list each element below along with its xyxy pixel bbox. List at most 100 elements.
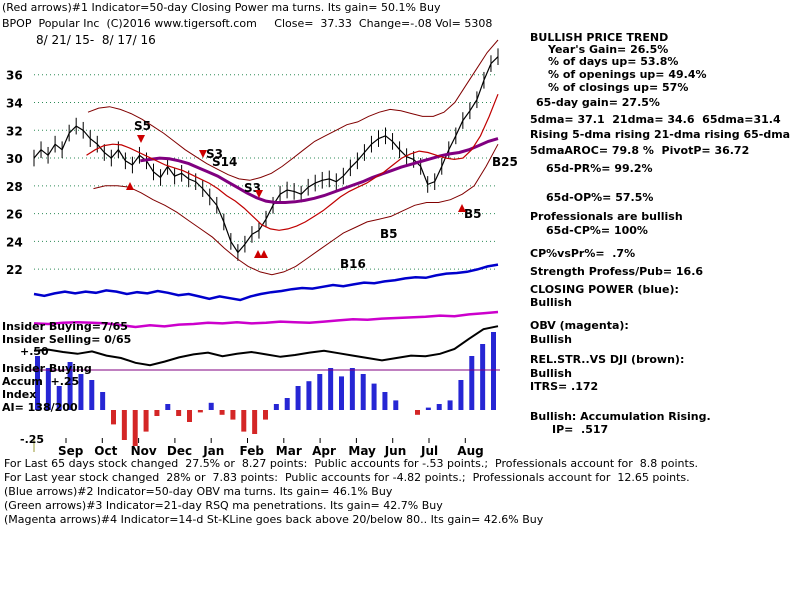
signal-marker: S3 [206,147,223,161]
trend-title: BULLISH PRICE TREND [530,31,669,44]
accum-bar [491,332,496,410]
x-tick-label: Mar [276,444,302,458]
accum-bar [393,400,399,410]
accum-bar [154,410,160,416]
cp-vs-pr: CP%vsPr%= .7% [530,247,636,260]
footer-green-arrows: (Green arrows)#3 Indicator=21-day RSQ ma… [4,499,443,512]
stock-chart: 22 24 26 28 30 32 34 36 Sep Oct Nov Dec Jan Feb Mar Ap… [6,39,518,458]
aroc-pivot: 5dmaAROC= 79.8 % PivotP= 36.72 [530,144,750,157]
insider-selling-label: Insider Selling= 0/65 [2,333,132,346]
minus25-label: -.25 [20,433,45,446]
red-arrow-icon [260,250,268,258]
accum-bar [295,386,301,410]
accum-bar [165,404,171,410]
insider-buying-label: Insider Buying=7/65 [2,320,128,333]
y-tick-label: 32 [6,124,23,138]
accum-bar [78,374,84,410]
indicator-title: (Red arrows)#1 Indicator=50-day Closing … [2,1,441,14]
accum-bar [241,410,247,432]
x-tick-label: May [348,444,376,458]
accum-bar [252,410,258,434]
plus50-label: +.50 [20,345,49,358]
accum-bar [328,368,334,410]
pr-pct: 65d-PR%= 99.2% [546,162,653,175]
y-tick-label: 24 [6,235,23,249]
x-tick-label: Jul [420,444,438,458]
signal-marker: B16 [340,257,366,271]
insider-buying2-label: Insider Buying [2,362,92,375]
closings-up: % of closings up= 57% [548,81,689,94]
accum-bar [187,410,192,422]
years-gain: Year's Gain= 26.5% [548,43,669,56]
signal-marker: S14 [212,155,237,169]
accum-bar [349,368,355,410]
accum-bar [208,402,214,410]
ticker-line: BPOP Popular Inc (C)2016 www.tigersoft.c… [2,17,493,30]
red-arrow-icon [458,204,466,212]
professionals: Professionals are bullish [530,210,683,223]
x-tick-label: Sep [58,444,84,458]
y-tick-label: 28 [6,180,23,194]
accum-bar [35,356,40,410]
x-axis-labels: Sep Oct Nov Dec Jan Feb Mar Apr May Jun Jul Aug [58,438,484,458]
accum-bar [382,392,388,410]
accum-bar [480,344,486,410]
x-tick-label: Jun [384,444,407,458]
accum-bar [339,376,344,410]
red-arrow-icon [254,250,262,258]
accum-status: Bullish: Accumulation Rising. [530,410,711,423]
accum-bar [469,356,475,410]
accum-bar [360,374,366,410]
x-tick-label: Aug [457,444,483,458]
accum-bar [219,410,225,415]
accum-bar [45,368,51,410]
grid-lines [34,74,498,270]
itrs: ITRS= .172 [530,380,599,393]
index-label: Index [2,388,37,401]
op-pct: 65d-OP%= 57.5% [546,191,654,204]
closing-power-status: Bullish [530,296,572,309]
strength: Strength Profess/Pub= 16.6 [530,265,704,278]
red-arrow-icon [199,150,207,158]
accum-bar [436,404,442,410]
accum-bar [143,410,149,432]
signal-marker: B5 [464,207,482,221]
series-upper_band [87,39,499,181]
series-ma21 [86,93,499,231]
accum-bar [458,380,464,410]
accum-bar [317,374,323,410]
footer-line-year: For Last year stock changed 28% or 7.83 … [4,471,690,484]
accum-bar [176,410,182,416]
ai-label: AI= 138/200 [2,401,78,414]
accum-bar [284,398,290,410]
x-tick-label: Nov [131,444,157,458]
accum-bar [425,407,431,410]
accum-bar [447,400,453,410]
y-tick-label: 26 [6,208,23,222]
relstr-status: Bullish [530,367,572,380]
openings-up: % of openings up= 49.4% [548,68,707,81]
accum-bar [121,410,127,440]
y-tick-label: 34 [6,97,23,111]
days-up: % of days up= 53.8% [548,55,679,68]
accum-bar [89,380,95,410]
accum-bar [132,410,138,446]
date-range: 8/ 21/ 15- 8/ 17/ 16 [36,33,156,47]
x-tick-label: Oct [94,444,117,458]
accum-bar [111,410,116,425]
series-ma65 [140,137,499,204]
y-axis-labels: 22 24 26 28 30 32 34 36 [6,69,23,277]
accum-bar [371,383,377,410]
accum-bar [263,410,268,420]
accum-bar [273,404,279,410]
ip-value: IP= .517 [552,423,609,436]
dma-values: 5dma= 37.1 21dma= 34.6 65dma=31.4 [530,113,781,126]
series-rel_strength [33,325,499,367]
accum-bar [56,386,62,410]
footer-magenta-arrows: (Magenta arrows)#4 Indicator=14-d St-KLi… [4,513,544,526]
accum-bar [100,392,106,410]
y-tick-label: 22 [6,263,23,277]
relstr-title: REL.STR..VS DJI (brown): [530,353,685,366]
red-arrow-icon [126,182,134,190]
